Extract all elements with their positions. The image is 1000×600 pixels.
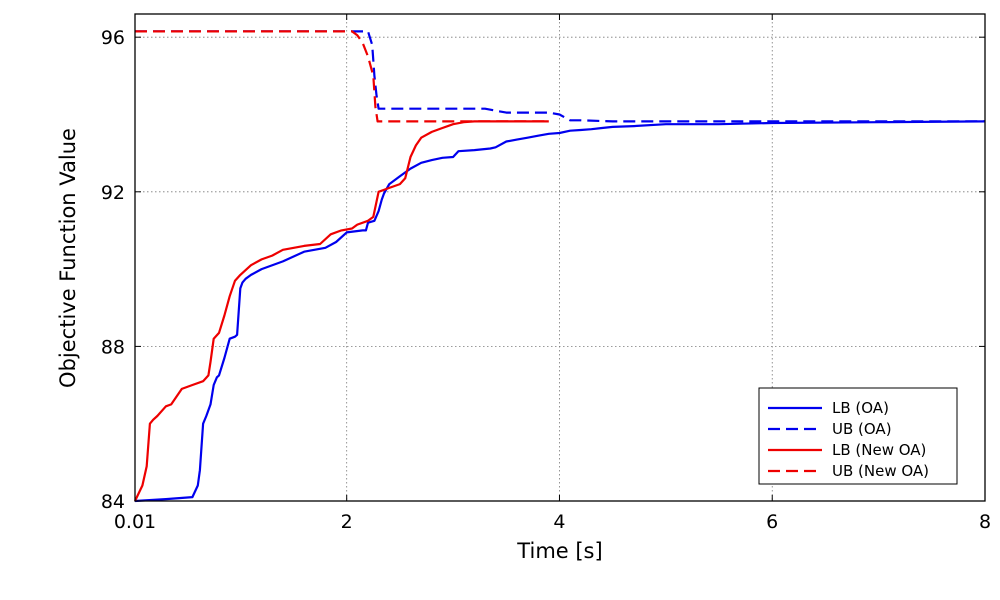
grid bbox=[135, 14, 985, 501]
ticks: 0.01 2 4 6 8 84 88 92 96 bbox=[101, 14, 991, 533]
x-axis-title: Time [s] bbox=[516, 539, 602, 563]
y-tick-label: 92 bbox=[101, 182, 125, 204]
legend: LB (OA) UB (OA) LB (New OA) UB (New OA) bbox=[758, 387, 958, 485]
x-tick-label: 8 bbox=[979, 511, 991, 533]
series-line-1 bbox=[134, 120, 986, 503]
x-tick-label: 2 bbox=[341, 511, 353, 533]
series-line-3 bbox=[134, 120, 549, 502]
y-axis-title: Objective Function Value bbox=[56, 128, 80, 388]
x-tick-label: 4 bbox=[553, 511, 565, 533]
series-layer bbox=[134, 30, 986, 503]
y-tick-label: 96 bbox=[101, 27, 125, 49]
series-line-2 bbox=[135, 30, 985, 123]
y-tick-label: 84 bbox=[101, 491, 125, 513]
legend-label: UB (New OA) bbox=[832, 462, 929, 480]
plot-frame bbox=[134, 13, 986, 502]
y-tick-label: 88 bbox=[101, 336, 125, 358]
legend-label: UB (OA) bbox=[832, 420, 892, 438]
legend-box bbox=[758, 387, 958, 485]
legend-label: LB (New OA) bbox=[832, 441, 926, 459]
legend-label: LB (OA) bbox=[832, 399, 889, 417]
x-tick-label: 6 bbox=[766, 511, 778, 533]
x-tick-label: 0.01 bbox=[114, 511, 156, 533]
series-line-4 bbox=[135, 30, 549, 123]
